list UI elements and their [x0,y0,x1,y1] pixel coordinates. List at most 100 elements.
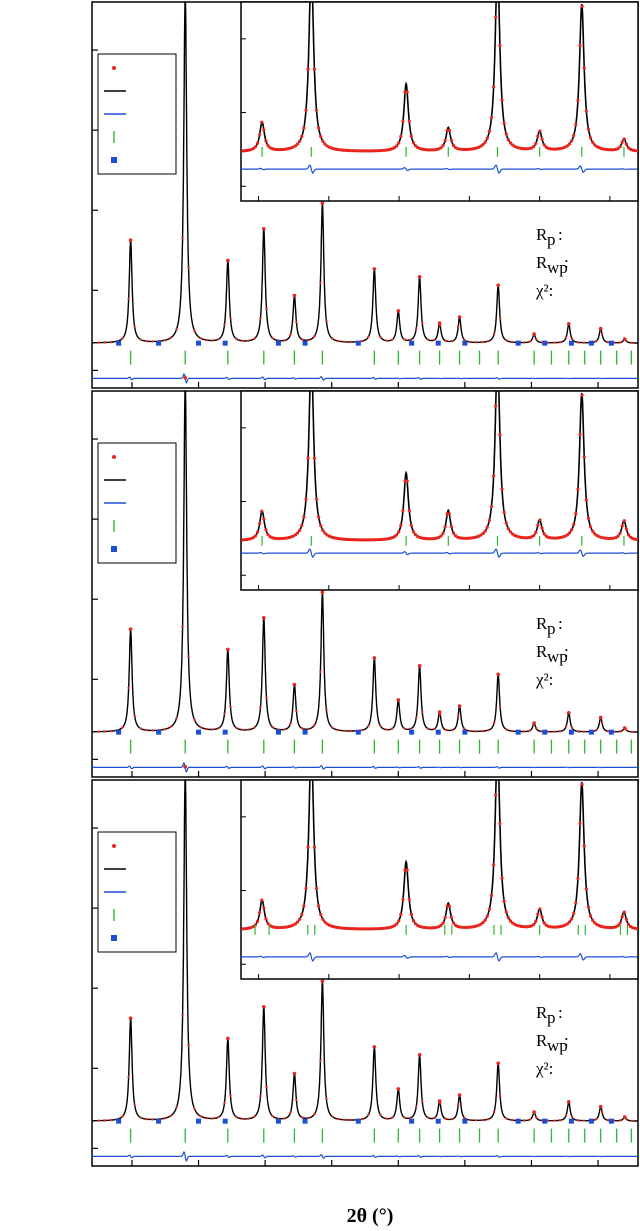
inset-obs-point [540,526,544,530]
obs-point [463,338,466,341]
obs-point [320,979,325,984]
obs-point [121,1115,124,1118]
inset-obs-point [565,922,569,926]
legend-obs-marker [112,844,116,848]
inset-obs-point [574,123,578,127]
bkg-point [409,340,415,346]
obs-point [226,258,230,263]
obs-point [261,615,266,620]
obs-point [265,1085,268,1088]
rp-colon: : [558,614,563,633]
diff-curve [92,761,638,773]
inset-plot [240,1,639,202]
obs-point [187,655,190,658]
obs-point [261,226,266,231]
obs-point [433,727,436,731]
inset-obs-point [620,140,624,144]
inset-obs-point [578,821,582,826]
obs-point [474,730,478,733]
inset-obs-point [319,134,323,139]
rp-sub: p [547,1008,556,1027]
obs-point [139,1116,142,1119]
obs-point [594,1118,598,1121]
obs-point [504,1117,508,1120]
obs-point [391,1116,394,1119]
inset-obs-point [582,455,586,459]
inset-obs-point [567,920,572,924]
obs-point [498,1095,502,1098]
obs-point [445,1117,448,1121]
obs-point [128,238,133,243]
obs-point [349,340,352,344]
inset-obs-point [251,925,255,929]
obs-point [391,338,394,341]
obs-point [486,340,490,343]
obs-point [457,325,460,328]
inset-obs-point [580,393,584,397]
inset-obs-point [508,530,513,534]
obs-point [504,728,508,731]
inset-obs-point [489,893,494,898]
inset-obs-point [302,904,306,908]
obs-point [199,725,202,729]
inset-obs-point [504,521,508,525]
inset-obs-point [483,140,487,144]
rp-colon: : [558,225,563,244]
obs-point [247,1117,250,1120]
obs-point [373,1045,376,1049]
obs-point [361,339,364,343]
obs-point [301,727,304,730]
inset-obs-point [616,534,620,538]
inset-obs-point [489,504,494,509]
obs-point [169,725,172,729]
inset-obs-point [323,920,327,924]
inset-obs-point [506,138,510,142]
obs-point [205,1116,208,1120]
inset-obs-point [255,919,260,923]
inset-obs-point [540,915,544,919]
obs-point [492,721,496,725]
inset-obs-point [439,923,443,928]
bkg-point [515,729,521,735]
obs-point [259,706,262,709]
obs-point [421,321,424,325]
rp-sub: p [547,230,556,249]
inset-obs-point [399,912,403,917]
obs-point [415,716,418,719]
inset-obs-point [578,432,582,437]
obs-point [313,724,316,727]
inset-obs-point [449,138,454,143]
inset-obs-point [443,138,447,143]
inset-obs-point [502,899,506,903]
legend-bkg-marker [111,157,117,163]
obs-point [522,730,526,733]
obs-point [570,726,574,730]
obs-point [427,338,430,342]
obs-point [624,1117,628,1120]
inset-obs-point [395,144,399,148]
obs-point [606,730,610,733]
obs-point [576,730,580,733]
inset-obs-point [264,139,268,143]
obs-point [319,281,322,285]
bkg-point [435,1118,441,1124]
obs-point [534,1115,538,1119]
obs-point [223,712,226,715]
inset-obs-point [260,120,264,124]
obs-point [480,729,484,733]
obs-point [283,728,286,731]
inset-obs-point [584,109,588,113]
inset-obs-point [409,523,413,527]
inset-obs-point [401,508,405,513]
obs-point [349,1118,352,1122]
obs-point [187,266,190,269]
bkg-point [302,340,308,346]
inset-obs-point [576,98,580,103]
obs-point [510,1118,514,1122]
inset-obs-point [492,85,496,89]
obs-point [415,327,418,330]
inset-obs-point [567,142,572,146]
obs-point [163,1117,166,1120]
inset-obs-point [304,886,308,890]
